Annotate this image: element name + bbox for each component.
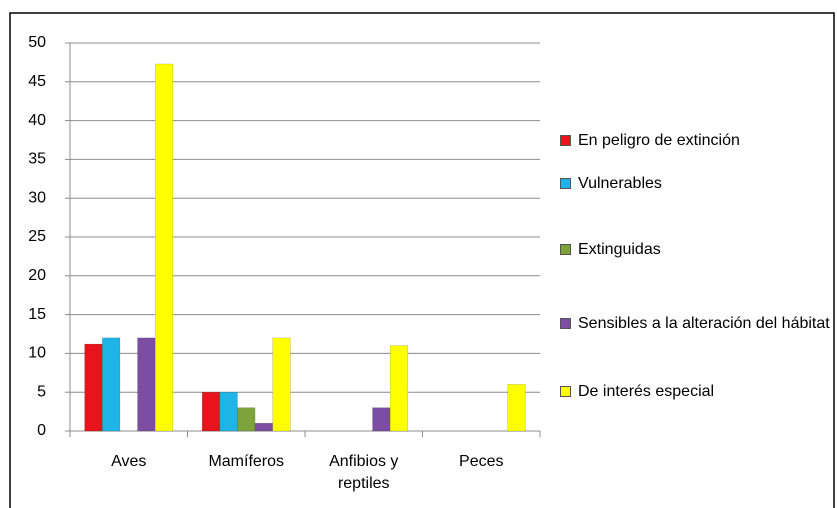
bar: [389, 345, 409, 432]
legend-swatch: [560, 244, 571, 255]
y-tick-label: 5: [37, 383, 46, 400]
bar: [219, 391, 238, 432]
legend-label: Vulnerables: [578, 175, 662, 192]
y-tick-label: 15: [28, 306, 46, 323]
bar: [507, 384, 526, 432]
y-tick-label: 50: [28, 34, 46, 51]
legend-swatch: [560, 135, 571, 146]
y-tick-label: 45: [28, 73, 46, 90]
legend-swatch: [560, 386, 571, 397]
bar: [84, 343, 103, 432]
legend-swatch: [560, 318, 571, 329]
legend-label: Extinguidas: [578, 241, 661, 258]
y-tick-label: 20: [28, 267, 46, 284]
legend-label: En peligro de extinción: [578, 132, 740, 149]
x-tick-label: Mamíferos: [208, 453, 285, 470]
legend-label: De interés especial: [578, 383, 715, 400]
legend-item: Extinguidas: [560, 239, 833, 261]
bar: [102, 337, 121, 432]
bar: [237, 407, 256, 432]
bar: [272, 337, 291, 432]
x-tick-label: Peces: [459, 453, 504, 470]
legend-swatch: [560, 178, 571, 189]
bar: [254, 422, 273, 432]
y-tick-label: 0: [37, 422, 46, 439]
y-tick-label: 10: [28, 345, 46, 362]
bar: [137, 337, 156, 432]
x-tick-label: Anfibios y reptiles: [329, 453, 399, 492]
y-tick-label: 40: [28, 112, 46, 129]
chart-border: [9, 12, 835, 508]
legend-item: Vulnerables: [560, 173, 833, 195]
y-tick-label: 30: [28, 189, 46, 206]
legend-label: Sensibles a la alteración del hábitat: [578, 315, 830, 332]
bar: [154, 63, 174, 432]
x-tick-label: Aves: [111, 453, 147, 470]
y-tick-label: 25: [28, 228, 46, 245]
bar: [201, 391, 221, 432]
y-tick-label: 35: [28, 151, 46, 168]
legend-item: En peligro de extinción: [560, 130, 833, 152]
bar: [372, 407, 391, 432]
legend-item: De interés especial: [560, 381, 833, 403]
legend-item: Sensibles a la alteración del hábitat: [560, 313, 833, 335]
